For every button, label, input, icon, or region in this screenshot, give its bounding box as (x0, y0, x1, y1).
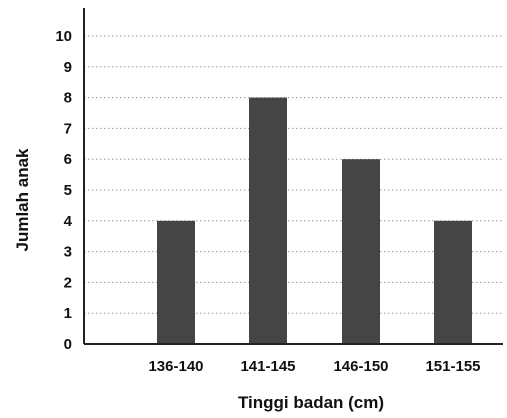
y-tick-label: 10 (55, 28, 72, 45)
y-tick-label: 3 (64, 244, 72, 261)
y-tick-label: 5 (64, 182, 72, 199)
bar-136-140 (157, 220, 195, 344)
axes (83, 8, 503, 345)
x-tick-label: 141-145 (240, 358, 295, 375)
y-tick-label: 7 (64, 120, 72, 137)
bar-151-155 (434, 220, 472, 344)
y-axis-label: Jumlah anak (13, 148, 32, 252)
y-tick-label: 9 (64, 59, 72, 76)
y-tick-label: 2 (64, 274, 72, 291)
y-tick-labels: 0 1 2 3 4 5 6 7 8 9 10 (55, 28, 72, 353)
x-axis-label: Tinggi badan (cm) (238, 393, 384, 412)
y-tick-label: 0 (64, 336, 72, 353)
y-tick-label: 6 (64, 151, 72, 168)
bar-141-145 (249, 97, 287, 344)
y-tick-label: 1 (64, 305, 72, 322)
bar-146-150 (342, 159, 380, 344)
x-tick-labels: 136-140 141-145 146-150 151-155 (148, 358, 480, 375)
bars (157, 97, 472, 344)
y-tick-label: 4 (64, 213, 73, 230)
x-tick-label: 136-140 (148, 358, 203, 375)
grid-lines (84, 35, 503, 314)
y-tick-label: 8 (64, 90, 72, 107)
x-tick-label: 146-150 (333, 358, 388, 375)
x-tick-label: 151-155 (425, 358, 480, 375)
